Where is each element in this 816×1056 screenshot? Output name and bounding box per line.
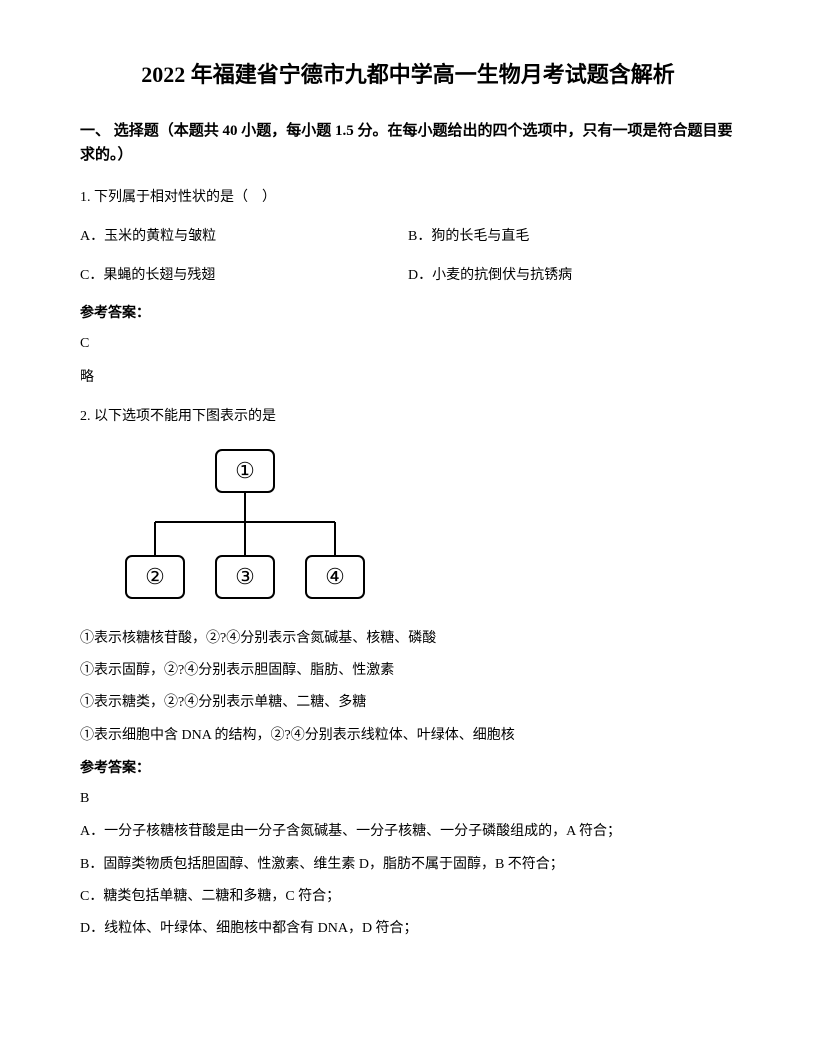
q2-diagram: ① ② ③ ④ [120,444,736,614]
q1-stem: 1. 下列属于相对性状的是（ ） [80,185,736,210]
q1-options-row2: C．果蝇的长翅与残翅 D．小麦的抗倒伏与抗锈病 [80,263,736,288]
diagram-label-1: ① [235,458,255,483]
q2-explanation-a: A．一分子核糖核苷酸是由一分子含氮碱基、一分子核糖、一分子磷酸组成的，A 符合； [80,821,736,843]
q1-option-c: C．果蝇的长翅与残翅 [80,263,408,288]
q1-option-d: D．小麦的抗倒伏与抗锈病 [408,263,736,288]
q1-answer-brief: 略 [80,366,736,386]
page-title: 2022 年福建省宁德市九都中学高一生物月考试题含解析 [80,60,736,91]
q1-answer-value: C [80,336,736,352]
diagram-label-2: ② [145,564,165,589]
q2-statement-b: ①表示固醇，②?④分别表示胆固醇、脂肪、性激素 [80,660,736,682]
tree-diagram: ① ② ③ ④ [120,444,370,614]
q2-explanation-c: C．糖类包括单糖、二糖和多糖，C 符合； [80,886,736,908]
q1-answer-label: 参考答案： [80,302,736,322]
q2-answer-label: 参考答案： [80,757,736,777]
q2-statement-d: ①表示细胞中含 DNA 的结构，②?④分别表示线粒体、叶绿体、细胞核 [80,725,736,747]
q2-explanation-d: D．线粒体、叶绿体、细胞核中都含有 DNA，D 符合； [80,918,736,940]
diagram-label-3: ③ [235,564,255,589]
q1-option-b: B．狗的长毛与直毛 [408,224,736,249]
q2-statement-c: ①表示糖类，②?④分别表示单糖、二糖、多糖 [80,692,736,714]
q1-options-row1: A．玉米的黄粒与皱粒 B．狗的长毛与直毛 [80,224,736,249]
section-header: 一、 选择题（本题共 40 小题，每小题 1.5 分。在每小题给出的四个选项中，… [80,119,736,167]
q2-stem: 2. 以下选项不能用下图表示的是 [80,404,736,429]
q2-statement-a: ①表示核糖核苷酸，②?④分别表示含氮碱基、核糖、磷酸 [80,628,736,650]
q2-explanation-b: B．固醇类物质包括胆固醇、性激素、维生素 D，脂肪不属于固醇，B 不符合； [80,854,736,876]
diagram-label-4: ④ [325,564,345,589]
q2-answer-value: B [80,791,736,807]
q1-option-a: A．玉米的黄粒与皱粒 [80,224,408,249]
